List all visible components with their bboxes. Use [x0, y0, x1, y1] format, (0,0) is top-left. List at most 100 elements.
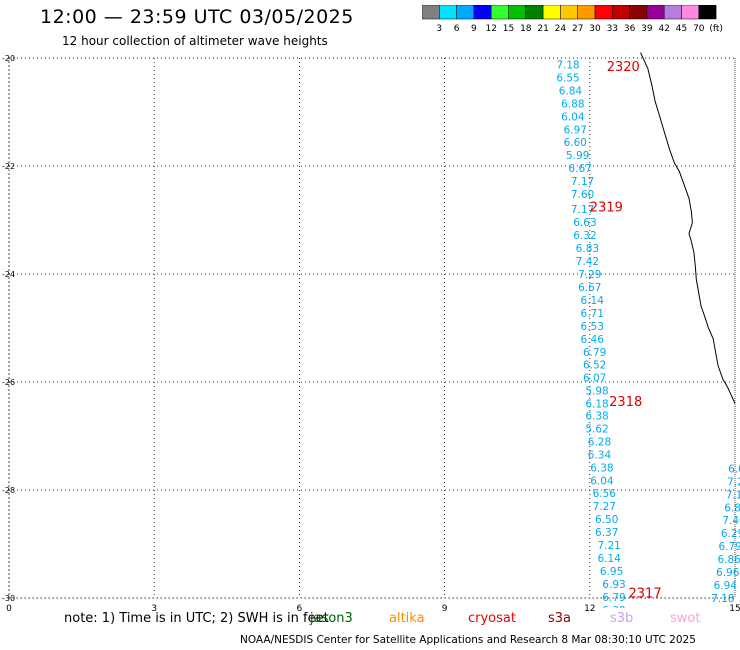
wave-height-point: 7.60: [571, 189, 594, 201]
wave-height-point: 6.52: [583, 360, 606, 372]
wave-height-point: 6.05: [728, 463, 740, 475]
x-tick-label: 15: [729, 604, 740, 614]
wave-height-point: 6.93: [602, 579, 625, 591]
sat-legend-cryosat: cryosat: [468, 611, 516, 626]
colorbar-swatch: [698, 5, 717, 20]
plot-frame: [8, 57, 736, 599]
wave-height-point: 6.67: [568, 163, 591, 175]
wave-height-point: 6.86: [717, 554, 740, 566]
wave-height-point: 6.46: [581, 334, 605, 346]
wave-height-point: 7.12: [726, 489, 740, 501]
wave-height-point: 6.71: [581, 308, 604, 320]
y-tick-label: -28: [2, 486, 15, 495]
wave-height-point: 6.28: [588, 436, 611, 448]
y-tick-label: -26: [2, 378, 15, 387]
wave-height-point: 6.60: [564, 137, 587, 149]
wave-height-point: 6.18: [585, 399, 608, 411]
wave-height-values: 7.186.556.846.886.046.976.605.996.677.17…: [556, 59, 740, 617]
note-text: note: 1) Time is in UTC; 2) SWH is in fe…: [64, 611, 329, 626]
wave-height-point: 6.50: [595, 514, 618, 526]
wave-height-point: 6.14: [597, 553, 621, 565]
wave-height-point: 7.18: [711, 593, 734, 605]
colorbar-label: 12: [485, 24, 496, 34]
wave-height-point: 7.17: [571, 204, 594, 216]
wave-height-point: 6.37: [595, 527, 618, 539]
sat-legend-altika: altika: [389, 611, 425, 626]
wave-height-point: 5.98: [585, 386, 608, 398]
wave-height-point: 7.40: [722, 515, 740, 527]
wave-height-point: 6.39: [602, 605, 625, 617]
wave-height-point: 5.99: [566, 150, 589, 162]
wave-height-point: 7.17: [571, 176, 594, 188]
wave-height-point: 6.94: [714, 580, 738, 592]
coastline: [640, 52, 736, 404]
wave-height-point: 7.27: [593, 501, 616, 513]
wave-height-point: 6.53: [581, 321, 604, 333]
sat-legend-jason3: jason3: [310, 611, 353, 626]
footer-credit: NOAA/NESDIS Center for Satellite Applica…: [240, 634, 696, 646]
x-tick-label: 12: [584, 604, 595, 614]
colorbar-label: 27: [572, 24, 583, 34]
pass-label: 2320: [607, 60, 640, 75]
colorbar-label: 21: [537, 24, 548, 34]
wave-height-point: 6.79: [602, 592, 625, 604]
wave-height-point: 6.56: [593, 488, 617, 500]
wave-height-point: 7.18: [556, 59, 579, 71]
wave-height-point: 6.04: [561, 111, 585, 123]
colorbar-label: 18: [520, 24, 532, 34]
wave-height-point: 7.21: [597, 540, 620, 552]
colorbar-label: 3: [436, 24, 442, 34]
pass-label: 2319: [590, 201, 623, 216]
color-scale-legend: 3 6 9 12 15 18 21 24 27 30 33 36 39 42 45 70 (ft): [422, 5, 723, 34]
y-tick-label: -30: [2, 594, 15, 603]
colorbar-label: 33: [607, 24, 618, 34]
wave-height-point: 6.79: [718, 541, 740, 553]
wave-height-point: 5.62: [585, 423, 608, 435]
wave-height-point: 6.55: [556, 72, 579, 84]
y-tick-label: -20: [2, 54, 15, 63]
wave-height-point: 6.83: [576, 243, 599, 255]
x-tick-label: 6: [297, 604, 303, 614]
sat-legend-s3a: s3a: [548, 611, 572, 626]
wave-height-point: 6.84: [559, 85, 583, 97]
wave-height-point: 6.63: [573, 217, 596, 229]
y-tick-label: -24: [2, 270, 15, 279]
colorbar-label: 70: [693, 24, 705, 34]
note-row: note: 1) Time is in UTC; 2) SWH is in fe…: [0, 611, 740, 631]
wave-height-point: 6.14: [581, 295, 605, 307]
colorbar-label: 39: [641, 24, 653, 34]
wave-height-point: 6.04: [590, 475, 614, 487]
wave-height-point: 7.29: [578, 269, 601, 281]
wave-height-point: 6.96: [716, 567, 740, 579]
pass-label: 2317: [629, 587, 662, 602]
wave-height-point: 6.34: [588, 449, 612, 461]
colorbar-label: 45: [676, 24, 687, 34]
pass-label: 2318: [609, 395, 642, 410]
x-tick-label: 0: [6, 604, 12, 614]
x-tick-label: 9: [442, 604, 448, 614]
wave-height-point: 6.38: [590, 462, 613, 474]
wave-height-point: 6.79: [583, 347, 606, 359]
wave-height-point: 7.42: [576, 256, 599, 268]
colorbar-label: 42: [658, 24, 669, 34]
colorbar-label: 15: [503, 24, 514, 34]
sat-legend-s3b: s3b: [610, 611, 634, 626]
wave-height-point: 6.89: [724, 502, 740, 514]
wave-height-point: 6.95: [600, 566, 623, 578]
grid: [8, 57, 736, 599]
colorbar-label: (ft): [709, 24, 723, 34]
wave-height-point: 6.32: [573, 230, 596, 242]
y-tick-label: -22: [2, 162, 15, 171]
map-title: 12:00 — 23:59 UTC 03/05/2025: [40, 6, 354, 28]
wave-height-point: 6.67: [578, 282, 601, 294]
colorbar-label: 36: [624, 24, 636, 34]
colorbar-label: 6: [454, 24, 460, 34]
wave-height-point: 6.38: [585, 410, 608, 422]
wave-height-point: 6.97: [564, 124, 587, 136]
colorbar-label: 30: [589, 24, 601, 34]
colorbar-label: 24: [555, 24, 567, 34]
x-tick-label: 3: [151, 604, 157, 614]
wave-height-point: 6.07: [583, 373, 606, 385]
colorbar-label: 9: [471, 24, 477, 34]
